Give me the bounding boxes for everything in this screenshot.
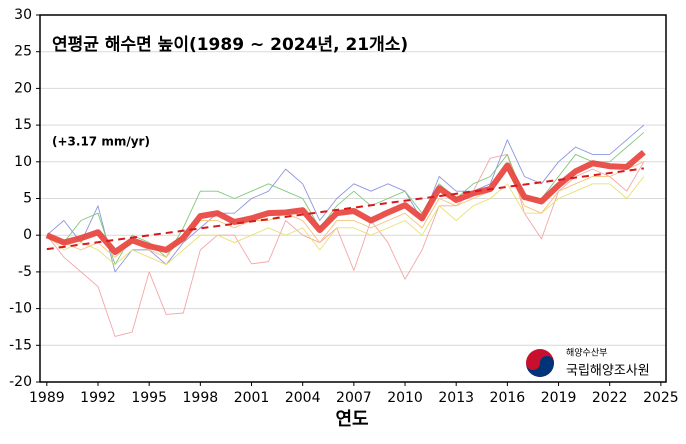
x-tick-label: 2016 <box>490 390 526 406</box>
y-tick-label: -5 <box>18 264 32 280</box>
annotation: (+3.17 mm/yr) <box>52 135 150 149</box>
logo-ministry: 해양수산부 <box>566 348 607 359</box>
y-tick-label: 20 <box>14 80 32 96</box>
y-tick-label: -15 <box>9 337 32 353</box>
logo-agency: 국립해양조사원 <box>566 364 650 379</box>
y-tick-label: 0 <box>23 227 32 243</box>
x-tick-label: 2013 <box>438 390 474 406</box>
x-tick-label: 2001 <box>234 390 270 406</box>
x-tick-label: 2007 <box>336 390 372 406</box>
station-line <box>46 161 645 258</box>
x-tick-label: 2010 <box>387 390 423 406</box>
station-line <box>46 176 645 266</box>
x-tick-label: 2019 <box>541 390 577 406</box>
y-tick-label: -20 <box>9 374 32 390</box>
y-tick-label: -10 <box>9 301 32 317</box>
station-line <box>46 124 645 273</box>
y-tick-label: 5 <box>23 191 32 207</box>
logo-emblem-blue <box>526 356 554 377</box>
x-axis-label: 연도 <box>335 409 368 430</box>
y-tick-label: 25 <box>14 44 32 60</box>
x-tick-label: 1998 <box>183 390 219 406</box>
x-tick-label: 2022 <box>592 390 628 406</box>
x-tick-label: 1992 <box>80 390 116 406</box>
y-tick-label: 15 <box>14 117 32 133</box>
chart-title: 연평균 해수면 높이(1989 ~ 2024년, 21개소) <box>52 35 408 55</box>
trend-line <box>46 167 644 251</box>
y-tick-label: 10 <box>14 154 32 170</box>
x-tick-label: 1995 <box>131 390 167 406</box>
mean-line <box>45 149 646 256</box>
logo: 해양수산부 국립해양조사원 <box>526 348 650 379</box>
y-tick-label: 30 <box>14 7 32 23</box>
station-line <box>46 154 645 337</box>
x-tick-label: 2025 <box>643 390 679 406</box>
x-tick-label: 1989 <box>29 390 65 406</box>
x-tick-label: 2004 <box>285 390 321 406</box>
